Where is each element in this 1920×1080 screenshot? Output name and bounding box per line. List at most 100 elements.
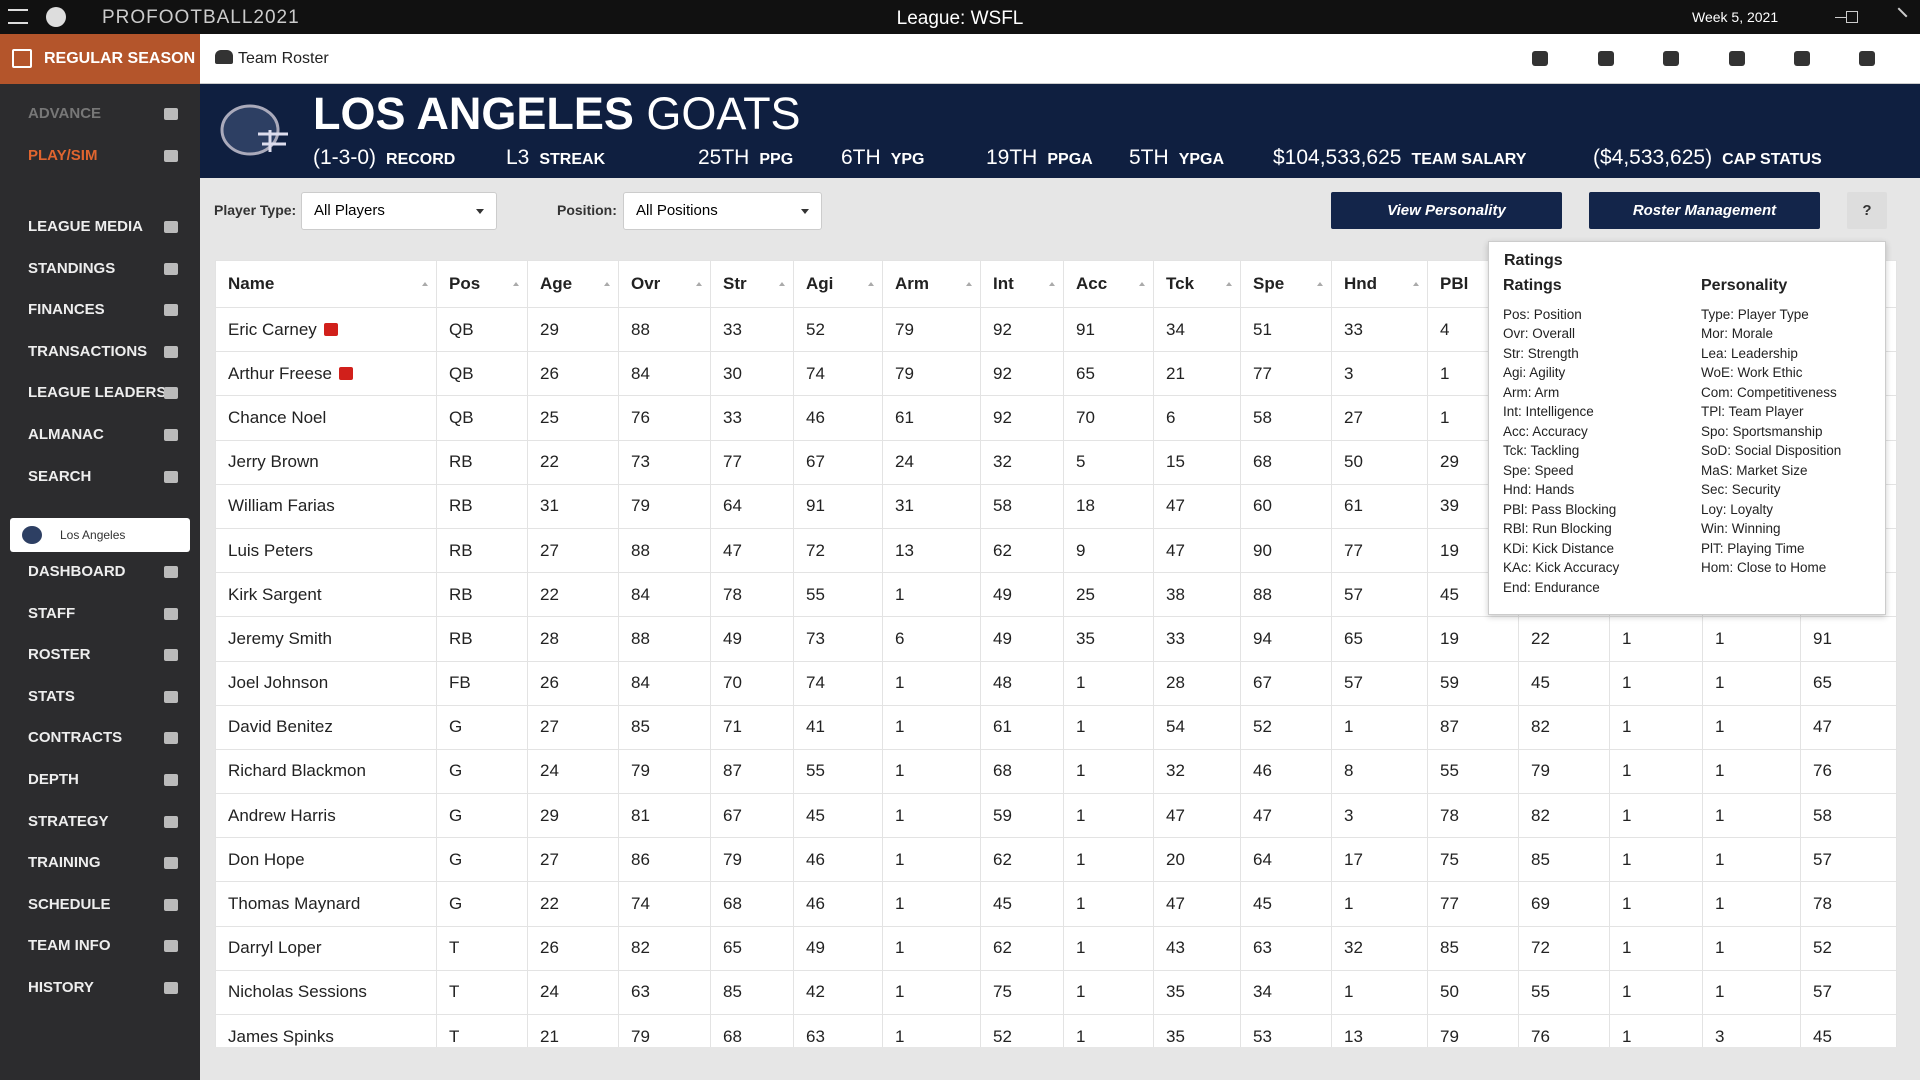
nav-item[interactable]: TRAINING	[28, 848, 178, 878]
player-row[interactable]: David Benitez G 27 85 71 41 1 61 1 54 52 1 87 82 1 1 47	[215, 704, 1897, 750]
column-header[interactable]: Age	[527, 260, 619, 308]
minimize[interactable]	[1835, 17, 1847, 18]
rating-cell: G	[436, 748, 528, 795]
legend-entry: KAc: Kick Accuracy	[1503, 560, 1620, 575]
view-personality-button[interactable]: View Personality	[1331, 192, 1562, 229]
nav-item[interactable]: LEAGUE LEADERS	[28, 378, 178, 408]
column-header[interactable]: Acc	[1063, 260, 1154, 308]
player-row[interactable]: Darryl Loper T 26 82 65 49 1 62 1 43 63 32 85 72 1 1 52	[215, 925, 1897, 971]
player-row[interactable]: Thomas Maynard G 22 74 68 46 1 45 1 47 45 1 77 69 1 1 78	[215, 881, 1897, 927]
nav-item[interactable]: STRATEGY	[28, 807, 178, 837]
player-row[interactable]: Kirk Sargent RB 22 84 78 55 1 49 25 38 88 57 45	[215, 572, 1897, 618]
toolbar-icon[interactable]	[1729, 51, 1745, 66]
rating-cell: 88	[618, 616, 711, 662]
logo: PROFOOTBALL2021	[102, 7, 300, 28]
page-title: Team Roster	[238, 50, 329, 67]
rating-cell: 6	[882, 616, 981, 662]
player-row[interactable]: Jeremy Smith RB 28 88 49 73 6 49 35 33 94 65 19 22 1 1 9…	[215, 616, 1897, 662]
column-header[interactable]: Spe	[1240, 260, 1332, 308]
nav-item[interactable]: ADVANCE	[28, 99, 178, 129]
nav-item[interactable]: SEARCH	[28, 462, 178, 492]
column-header[interactable]: Arm	[882, 260, 981, 308]
toolbar-icon[interactable]	[1794, 51, 1810, 66]
nav-label: PLAY/SIM	[28, 147, 98, 164]
rating-cell: 58	[980, 483, 1064, 529]
column-header[interactable]: Tck	[1153, 260, 1241, 308]
nav-item[interactable]: STATS	[28, 682, 178, 712]
column-header[interactable]: Pos	[436, 260, 528, 308]
nav-item[interactable]: SCHEDULE	[28, 890, 178, 920]
restore[interactable]	[1846, 11, 1858, 23]
stat-label: PPG	[759, 151, 794, 168]
back-button[interactable]	[46, 7, 66, 27]
rating-cell: 1	[1609, 616, 1703, 662]
column-header[interactable]: Str	[710, 260, 794, 308]
rating-cell: 45	[980, 881, 1064, 927]
rating-cell: 35	[1153, 969, 1241, 1016]
rating-cell: 63	[1240, 925, 1332, 971]
player-row[interactable]: Joel Johnson FB 26 84 70 74 1 48 1 28 67 57 59 45 1 1 65	[215, 660, 1897, 706]
rating-cell: 55	[793, 572, 883, 618]
rating-cell: 47	[1240, 793, 1332, 839]
nav-item[interactable]: STANDINGS	[28, 254, 178, 284]
nav-item[interactable]: PLAY/SIM	[28, 141, 178, 171]
nav-item[interactable]: DEPTH	[28, 765, 178, 795]
nav-item[interactable]: LEAGUE MEDIA	[28, 212, 178, 242]
rating-cell: 1	[1609, 748, 1703, 795]
rating-cell: 31	[527, 483, 619, 529]
position-dropdown[interactable]: All Positions	[623, 192, 822, 230]
nav-item[interactable]: ALMANAC	[28, 420, 178, 450]
roster-management-button[interactable]: Roster Management	[1589, 192, 1820, 229]
help-button[interactable]: ?	[1847, 192, 1887, 229]
menu-button[interactable]	[8, 9, 28, 24]
column-header[interactable]: Name	[215, 260, 437, 308]
player-row[interactable]: Don Hope G 27 86 79 46 1 62 1 20 64 17 75 85 1 1 57	[215, 837, 1897, 883]
season-banner[interactable]: REGULAR SEASON	[0, 34, 200, 84]
nav-item[interactable]: STAFF	[28, 599, 178, 629]
rating-cell: 29	[527, 793, 619, 839]
rating-cell: 24	[527, 748, 619, 795]
nav-item[interactable]: HISTORY	[28, 973, 178, 1003]
nav-item[interactable]: TEAM INFO	[28, 931, 178, 961]
nav-item[interactable]: CONTRACTS	[28, 723, 178, 753]
rating-cell: 61	[1331, 483, 1428, 529]
rating-cell: 52	[1800, 925, 1897, 971]
team-stat: 6TH YPG	[841, 146, 924, 170]
player-row[interactable]: James Spinks T 21 79 68 63 1 52 1 35 53 13 79 76 1 3 45	[215, 1013, 1897, 1047]
column-header[interactable]: Hnd	[1331, 260, 1428, 308]
team-dropdown[interactable]: Los Angeles	[10, 518, 190, 552]
rating-cell: 22	[527, 572, 619, 618]
rating-cell: 1	[882, 1013, 981, 1047]
nav-item[interactable]: FINANCES	[28, 295, 178, 325]
rating-cell: 57	[1331, 572, 1428, 618]
player-row[interactable]: Andrew Harris G 29 81 67 45 1 59 1 47 47 3 78 82 1 1 58	[215, 793, 1897, 839]
team-nickname: GOATS	[646, 88, 801, 139]
column-header[interactable]: Int	[980, 260, 1064, 308]
nav-item[interactable]: TRANSACTIONS	[28, 337, 178, 367]
column-header[interactable]: Ovr	[618, 260, 711, 308]
player-type-dropdown[interactable]: All Players	[301, 192, 497, 230]
roster-icon	[215, 50, 233, 64]
toolbar-icon[interactable]	[1663, 51, 1679, 66]
rating-cell: 61	[882, 395, 981, 441]
player-name: Eric Carney	[215, 306, 437, 353]
rating-cell: 1	[882, 881, 981, 927]
rating-cell: 65	[710, 925, 794, 971]
rating-cell: 94	[1240, 616, 1332, 662]
column-header[interactable]: Agi	[793, 260, 883, 308]
player-row[interactable]: Nicholas Sessions T 24 63 85 42 1 75 1 35 34 1 50 55 1…	[215, 969, 1897, 1016]
player-row[interactable]: Richard Blackmon G 24 79 87 55 1 68 1 32 46 8 55 79 1 1…	[215, 748, 1897, 795]
rating-cell: 1	[1609, 969, 1703, 1016]
legend-entry: End: Endurance	[1503, 579, 1600, 595]
nav-item[interactable]: DASHBOARD	[28, 557, 178, 587]
rating-cell: 52	[980, 1013, 1064, 1047]
toolbar-icon[interactable]	[1532, 51, 1548, 66]
player-name: Arthur Freese	[215, 351, 437, 397]
toolbar-icon[interactable]	[1859, 51, 1875, 66]
team-stat: 19TH PPGA	[986, 146, 1093, 170]
toolbar-icon[interactable]	[1598, 51, 1614, 66]
rating-cell: 1	[1063, 969, 1154, 1016]
nav-label: ADVANCE	[28, 105, 102, 122]
nav-item[interactable]: ROSTER	[28, 640, 178, 670]
nav-label: LEAGUE LEADERS	[28, 384, 167, 402]
